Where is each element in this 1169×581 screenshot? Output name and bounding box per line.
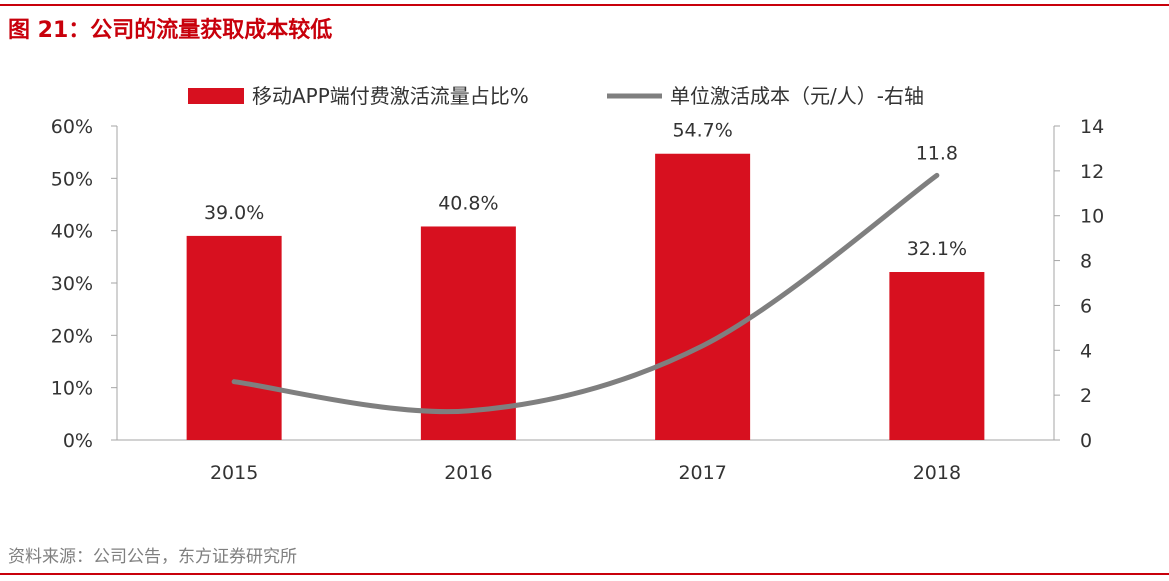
bars [186,153,985,440]
bar-data-label: 32.1% [907,238,967,260]
bar [655,153,751,440]
cost-line [231,172,940,415]
source-note: 资料来源：公司公告，东方证券研究所 [8,547,297,567]
right-tick-label: 4 [1080,340,1092,362]
left-tick-label: 20% [51,325,93,347]
right-tick-label: 2 [1080,385,1092,407]
x-tick-label: 2016 [444,462,492,484]
legend-bar-swatch [188,88,244,104]
bar [420,226,516,440]
left-tick-label: 60% [51,116,93,138]
right-tick-label: 0 [1080,430,1092,452]
left-tick-label: 10% [51,378,93,400]
right-tick-label: 6 [1080,295,1092,317]
left-tick-label: 50% [51,168,93,190]
right-tick-label: 14 [1080,116,1104,138]
bar [186,235,282,440]
bar-data-label: 54.7% [672,120,732,142]
right-tick-label: 8 [1080,251,1092,273]
legend-line-label: 单位激活成本（元/人）-右轴 [670,84,924,108]
bar-data-label: 40.8% [438,192,498,214]
bar-data-label: 39.0% [204,202,264,224]
bar [889,272,985,440]
legend-bar-label: 移动APP端付费激活流量占比% [252,84,529,108]
left-tick-label: 30% [51,273,93,295]
bottom-rule [0,573,1169,575]
figure-title: 图 21：公司的流量获取成本较低 [8,18,333,43]
right-tick-label: 10 [1080,206,1104,228]
left-tick-label: 0% [63,430,93,452]
legend: 移动APP端付费激活流量占比% 单位激活成本（元/人）-右轴 [188,84,924,108]
right-tick-label: 12 [1080,161,1104,183]
x-tick-label: 2015 [210,462,258,484]
x-tick-label: 2017 [678,462,726,484]
left-tick-label: 40% [51,221,93,243]
line-data-label: 11.8 [916,142,958,164]
data-labels: 39.0% 40.8% 54.7% 32.1% 11.8 [204,120,967,260]
top-rule [0,4,1169,6]
x-tick-label: 2018 [913,462,961,484]
axes: 0% 10% 20% 30% 40% 50% 60% 0 2 4 6 8 10 12 14 2015 2016 2… [51,116,1104,484]
cost-line-series [231,172,940,415]
